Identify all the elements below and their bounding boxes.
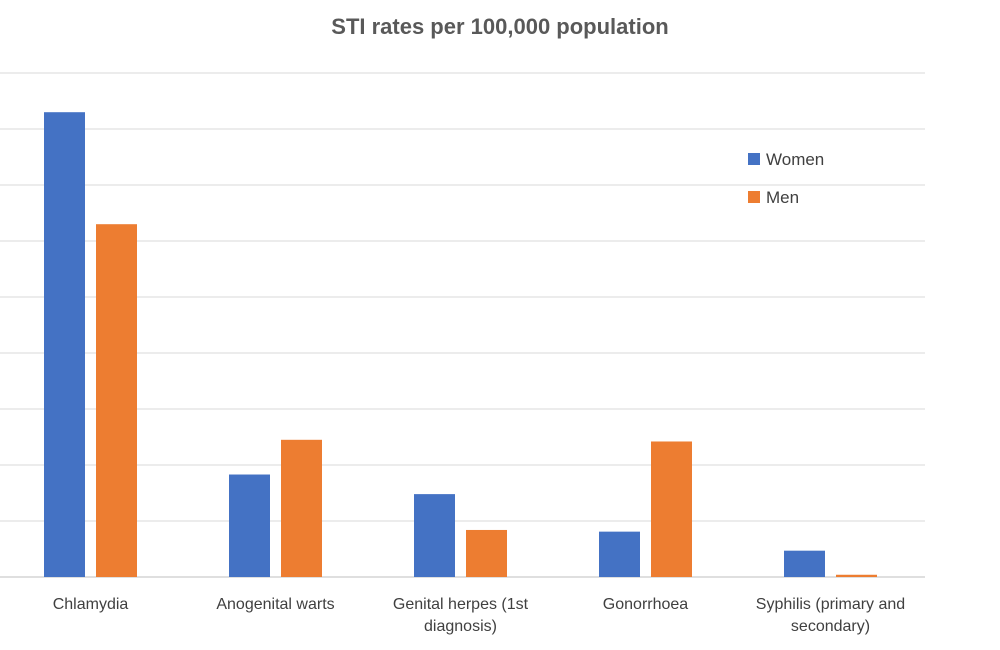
bars: [44, 112, 877, 577]
legend: Women Men: [748, 150, 824, 207]
x-tick-label: Anogenital warts: [216, 596, 334, 613]
x-tick-label-line: Genital herpes (1st: [393, 596, 529, 613]
x-tick-label-line: secondary): [791, 618, 870, 635]
x-tick-label-line: Chlamydia: [53, 596, 129, 613]
chart-title: STI rates per 100,000 population: [331, 14, 669, 39]
bar-men-anogenital-warts: [281, 439, 322, 577]
x-tick-label: Syphilis (primary and secondary): [756, 596, 905, 635]
bar-women-syphilis-primary-and-secondary: [784, 550, 825, 577]
x-tick-label: Gonorrhoea: [603, 596, 688, 613]
bar-men-syphilis-primary-and-secondary: [836, 574, 877, 577]
x-tick-label-line: Gonorrhoea: [603, 596, 688, 613]
legend-swatch-women: [748, 153, 760, 165]
bar-women-gonorrhoea: [599, 531, 640, 577]
x-tick-label-line: diagnosis): [424, 618, 497, 635]
legend-label-men: Men: [766, 188, 799, 207]
bar-men-chlamydia: [96, 224, 137, 577]
x-tick-label-line: Anogenital warts: [216, 596, 334, 613]
gridlines: [0, 72, 925, 578]
x-tick-label: Genital herpes (1st diagnosis): [393, 596, 529, 635]
x-tick-label: Chlamydia: [53, 596, 129, 613]
legend-label-women: Women: [766, 150, 824, 169]
bar-men-genital-herpes-1st-diagnosis: [466, 529, 507, 577]
bar-women-anogenital-warts: [229, 474, 270, 577]
x-tick-label-line: Syphilis (primary and: [756, 596, 905, 613]
bar-women-chlamydia: [44, 112, 85, 577]
bar-men-gonorrhoea: [651, 441, 692, 577]
x-axis-labels: Chlamydia Anogenital warts Genital herpes …: [53, 596, 905, 635]
bar-women-genital-herpes-1st-diagnosis: [414, 494, 455, 577]
legend-swatch-men: [748, 191, 760, 203]
